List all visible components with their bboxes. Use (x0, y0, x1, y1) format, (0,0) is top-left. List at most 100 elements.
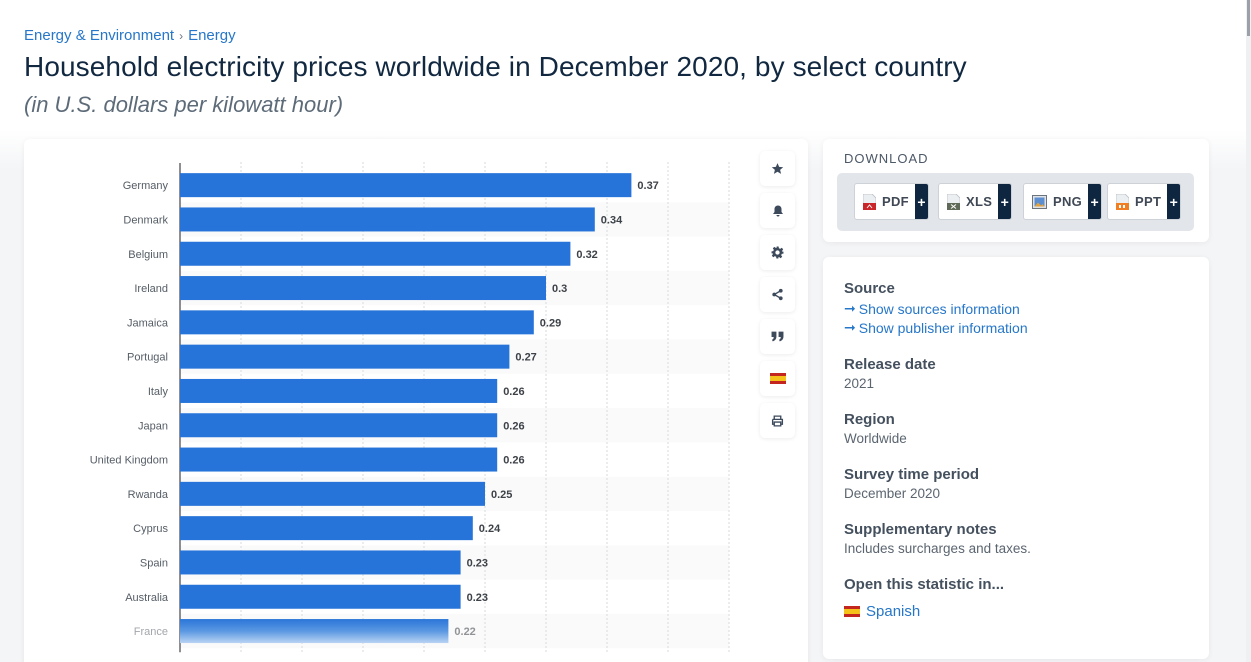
category-label: Rwanda (128, 489, 169, 501)
chart-toolbar (760, 151, 795, 438)
download-ppt-label: PPT (1135, 194, 1162, 209)
release-date-value: 2021 (844, 376, 875, 391)
category-label: Portugal (127, 352, 168, 364)
chart-card: Germany 0.37 Denmark 0.34 Belgium 0.32 Ireland… (24, 139, 808, 662)
category-label: Cyprus (133, 523, 168, 535)
value-label: 0.22 (454, 626, 475, 638)
supplementary-notes-value: Includes surcharges and taxes. (844, 541, 1031, 556)
supplementary-notes-section: Supplementary notes Includes surcharges … (844, 521, 1031, 556)
ppt-file-icon (1116, 193, 1129, 210)
region-value: Worldwide (844, 431, 907, 446)
download-png-button[interactable]: PNG + (1023, 183, 1103, 220)
category-label: Belgium (128, 249, 168, 261)
bar-belgium (180, 241, 571, 266)
show-publisher-label: Show publisher information (858, 319, 1028, 336)
breadcrumb: Energy & Environment › Energy (24, 27, 236, 44)
source-section: Source ➞ Show sources information ➞ Show… (844, 280, 1028, 336)
print-button[interactable] (760, 403, 795, 438)
bar-france (180, 619, 449, 644)
arrow-right-icon: ➞ (844, 300, 856, 316)
download-panel: DOWNLOAD PDF + XLS + PNG (823, 139, 1209, 242)
category-label: Australia (125, 592, 169, 604)
bar-denmark (180, 207, 595, 232)
survey-period-value: December 2020 (844, 486, 941, 501)
category-label: Italy (148, 386, 169, 398)
show-sources-label: Show sources information (858, 300, 1020, 317)
bar-italy (180, 378, 498, 403)
value-label: 0.37 (637, 180, 658, 192)
download-title: DOWNLOAD (844, 151, 929, 166)
download-ppt-plus[interactable]: + (1167, 184, 1181, 219)
download-pdf-label: PDF (882, 194, 909, 209)
spain-flag-icon (844, 606, 860, 617)
notification-button[interactable] (760, 193, 795, 228)
download-png-label: PNG (1053, 194, 1083, 209)
breadcrumb-item-energy[interactable]: Energy (188, 27, 236, 44)
png-image-icon (1032, 194, 1047, 209)
bar-rwanda (180, 481, 485, 506)
arrow-right-icon: ➞ (844, 319, 856, 335)
breadcrumb-item-energy-environment[interactable]: Energy & Environment (24, 27, 175, 44)
download-ppt-button[interactable]: PPT + (1107, 183, 1182, 220)
value-label: 0.26 (503, 455, 524, 467)
download-png-plus[interactable]: + (1088, 184, 1102, 219)
value-label: 0.26 (503, 386, 524, 398)
page-title: Household electricity prices worldwide i… (24, 51, 967, 82)
xls-file-icon (947, 193, 960, 210)
value-label: 0.23 (467, 557, 488, 569)
quote-icon (771, 331, 784, 342)
survey-period-section: Survey time period December 2020 (844, 466, 979, 501)
scrollbar-thumb[interactable] (1247, 0, 1250, 36)
open-in-heading: Open this statistic in... (844, 576, 1005, 593)
bar-australia (180, 584, 461, 609)
open-in-spanish-label: Spanish (866, 603, 921, 620)
category-label: Ireland (134, 283, 168, 295)
release-date-section: Release date 2021 (844, 356, 936, 391)
value-label: 0.29 (540, 317, 561, 329)
bar-ireland (180, 276, 546, 301)
bar-portugal (180, 344, 510, 369)
value-label: 0.23 (467, 592, 488, 604)
value-label: 0.27 (515, 352, 536, 364)
release-date-heading: Release date (844, 356, 936, 373)
category-label: France (134, 626, 168, 638)
download-xls-label: XLS (966, 194, 993, 209)
settings-button[interactable] (760, 235, 795, 270)
language-button[interactable] (760, 361, 795, 396)
statistic-info-panel: Source ➞ Show sources information ➞ Show… (823, 257, 1209, 659)
download-xls-button[interactable]: XLS + (938, 183, 1013, 220)
print-icon (771, 414, 784, 427)
category-label: Japan (138, 420, 168, 432)
show-sources-link[interactable]: ➞ Show sources information (844, 300, 1028, 317)
download-pdf-button[interactable]: PDF + (854, 183, 929, 220)
download-button-group: PDF + XLS + PNG + (837, 173, 1194, 231)
bar-chart: Germany 0.37 Denmark 0.34 Belgium 0.32 Ireland… (90, 162, 730, 653)
open-in-spanish-link[interactable]: Spanish (844, 603, 1004, 620)
value-label: 0.34 (601, 214, 623, 226)
download-xls-plus[interactable]: + (998, 184, 1012, 219)
breadcrumb-separator: › (179, 28, 184, 43)
open-in-section: Open this statistic in... Spanish (844, 576, 1004, 620)
favorite-button[interactable] (760, 151, 795, 186)
bar-germany (180, 173, 632, 198)
bar-cyprus (180, 516, 473, 541)
category-label: Jamaica (127, 317, 169, 329)
category-label: United Kingdom (90, 455, 168, 467)
download-pdf-plus[interactable]: + (914, 184, 928, 219)
scrollbar-track[interactable] (1246, 0, 1251, 662)
value-label: 0.26 (503, 420, 524, 432)
share-icon (772, 288, 783, 301)
spain-flag-icon (769, 373, 786, 384)
value-label: 0.32 (576, 249, 597, 261)
category-label: Denmark (123, 214, 168, 226)
survey-period-heading: Survey time period (844, 466, 980, 483)
show-publisher-link[interactable]: ➞ Show publisher information (844, 319, 1028, 336)
share-button[interactable] (760, 277, 795, 312)
gear-icon (771, 246, 784, 259)
pdf-file-icon (863, 193, 876, 210)
region-section: Region Worldwide (844, 411, 907, 446)
value-label: 0.3 (552, 283, 567, 295)
page-subtitle: (in U.S. dollars per kilowatt hour) (24, 92, 344, 117)
cite-button[interactable] (760, 319, 795, 354)
